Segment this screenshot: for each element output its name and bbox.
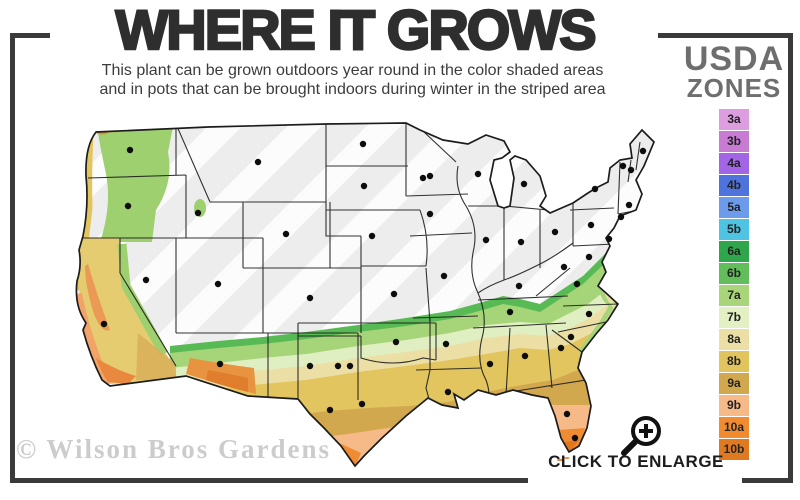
us-zone-map[interactable]	[58, 118, 658, 470]
legend-zone-10a: 10a	[719, 416, 749, 438]
frame-border	[788, 33, 793, 483]
legend-zone-6a: 6a	[719, 240, 749, 262]
frame-border	[742, 478, 793, 483]
legend-zone-10b: 10b	[719, 438, 749, 460]
frame-border	[10, 33, 15, 483]
legend-zone-8a: 8a	[719, 328, 749, 350]
subtitle-line-2: and in pots that can be brought indoors …	[99, 81, 606, 99]
state-borders	[80, 123, 641, 411]
legend-zone-7b: 7b	[719, 306, 749, 328]
california-southwest-shading	[76, 238, 256, 394]
legend-zone-8b: 8b	[719, 350, 749, 372]
legend-zone-3a: 3a	[719, 108, 749, 130]
frame-border	[10, 478, 528, 483]
legend-zone-9b: 9b	[719, 394, 749, 416]
legend-zone-6b: 6b	[719, 262, 749, 284]
legend-zone-7a: 7a	[719, 284, 749, 306]
usda-zones-legend: USDA ZONES 3a 3b 4a 4b 5a 5b 6a 6b 7a 7b 8a 8b 9a 9b 1…	[678, 40, 790, 461]
legend-title-zones: ZONES	[686, 72, 782, 103]
city-dots	[100, 140, 647, 442]
frame-border	[658, 33, 793, 38]
click-to-enlarge-button[interactable]: CLICK TO ENLARGE	[548, 452, 724, 471]
zone-swatch-list: 3a 3b 4a 4b 5a 5b 6a 6b 7a 7b 8a 8b 9a 9b 10a 10b	[678, 108, 790, 460]
legend-zone-4b: 4b	[719, 174, 749, 196]
frame-border	[10, 33, 50, 38]
legend-title-usda: USDA	[683, 40, 785, 78]
legend-zone-9a: 9a	[719, 372, 749, 394]
florida-keys	[557, 457, 570, 462]
watermark: © Wilson Bros Gardens	[16, 434, 331, 464]
page-title: WHERE IT GROWS	[114, 0, 597, 61]
us-outline	[75, 122, 656, 468]
subtitle-line-1: This plant can be grown outdoors year ro…	[101, 62, 604, 79]
legend-zone-4a: 4a	[719, 152, 749, 174]
legend-zone-3b: 3b	[719, 130, 749, 152]
page-subtitle: This plant can be grown outdoors year ro…	[30, 61, 675, 99]
legend-zone-5b: 5b	[719, 218, 749, 240]
zoom-in-magnifier-icon[interactable]	[616, 411, 668, 461]
legend-zone-5a: 5a	[719, 196, 749, 218]
